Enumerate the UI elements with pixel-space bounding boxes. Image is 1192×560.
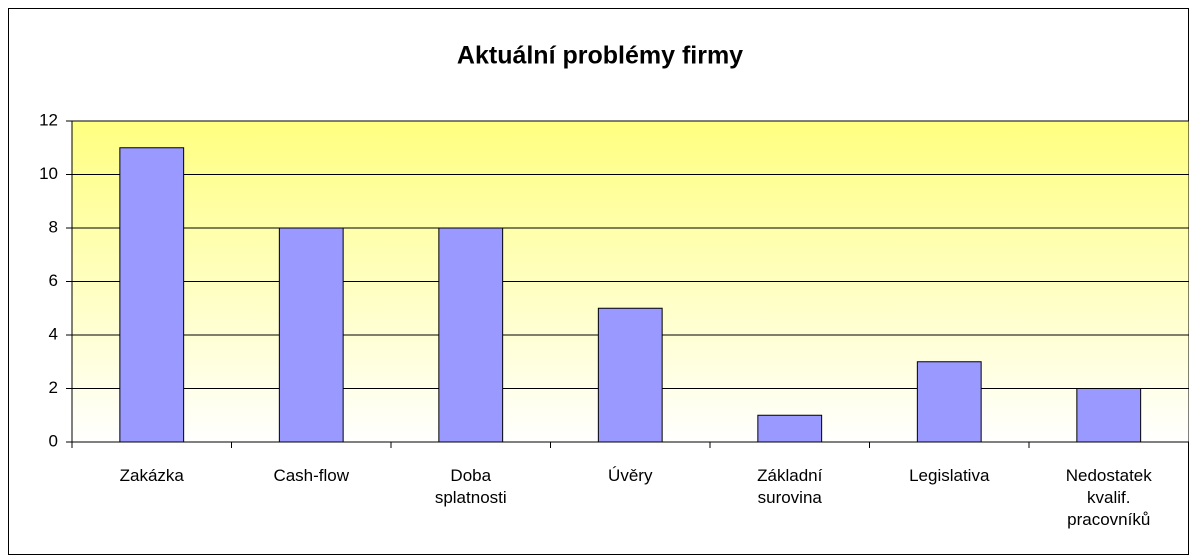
x-tick-label: Zakázka [119,466,184,485]
y-tick-label: 2 [49,378,58,397]
y-tick-label: 10 [39,164,58,183]
x-tick-label: Doba splatnosti [434,466,507,507]
y-tick-label: 0 [49,431,58,450]
x-tick-label: Legislativa [909,466,990,485]
bar [1076,388,1142,443]
y-tick-label: 4 [49,324,58,343]
y-tick-label: 12 [39,110,58,129]
y-tick-label: 8 [49,217,58,236]
bar [119,147,185,443]
bar [757,414,823,443]
x-tick-label: Cash-flow [273,466,350,485]
y-tick-label: 6 [49,271,58,290]
bar [916,361,982,443]
x-tick-label: Základní surovina [757,466,823,507]
bar [278,227,344,443]
bar [597,307,663,443]
x-tick-label: Úvěry [608,466,653,485]
bar [438,227,504,443]
chart-title: Aktuální problémy firmy [457,42,743,70]
x-tick-label: Nedostatek kvalif. pracovníků [1065,466,1152,529]
